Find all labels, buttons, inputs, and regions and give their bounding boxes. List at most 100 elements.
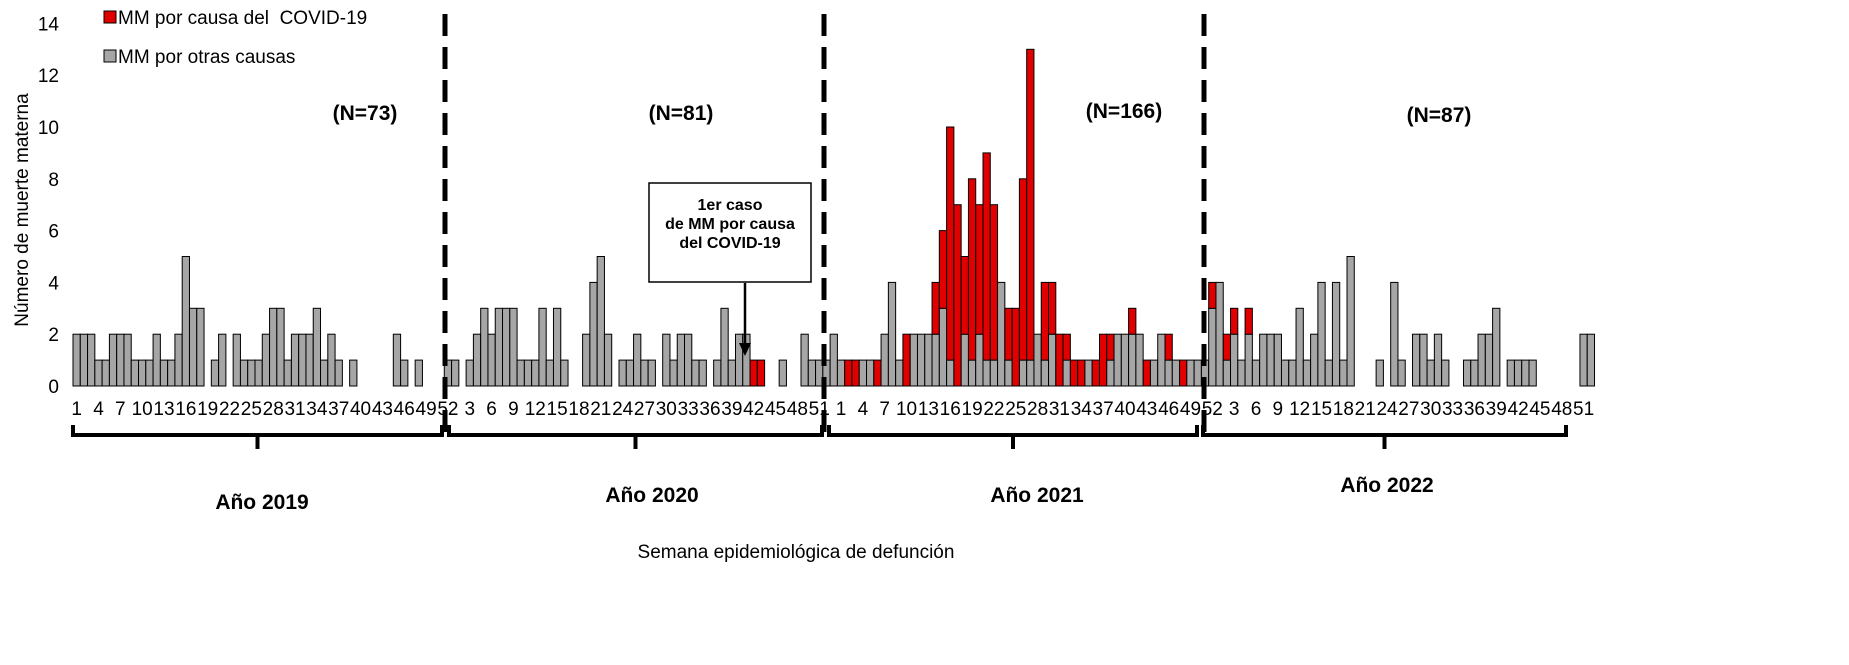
bar-other: [1135, 333, 1144, 387]
bar-other: [494, 307, 504, 387]
bar-other: [1295, 307, 1304, 387]
bar-other: [734, 333, 744, 387]
x-tick-label: 34: [1071, 399, 1093, 420]
bar-other: [451, 359, 460, 387]
n-labels: (N=73) (N=81) (N=166) (N=87): [333, 100, 1472, 127]
x-tick-label: 30: [1420, 399, 1441, 420]
x-tick-label: 13: [918, 399, 939, 420]
bar-other: [1222, 359, 1232, 387]
bar-other: [1288, 359, 1297, 387]
annotation: 1er caso de MM por causa del COVID-19: [648, 182, 812, 356]
bar-covid: [1106, 333, 1115, 361]
bar-other: [72, 333, 81, 387]
bar-other: [87, 333, 96, 387]
bar-other: [269, 307, 278, 387]
bar-covid: [1222, 333, 1232, 361]
bar-covid: [1244, 307, 1253, 335]
bar-other: [538, 307, 547, 387]
bar-other: [938, 307, 948, 387]
bar-other: [152, 333, 161, 387]
x-tick-label: 48: [787, 399, 808, 420]
x-tick-label: 36: [1464, 399, 1485, 420]
x-tick-label: 42: [743, 399, 764, 420]
x-tick-label: 1: [71, 399, 82, 420]
x-tick-label: 21: [1355, 399, 1376, 420]
bar-other: [94, 359, 103, 387]
y-tick-label: 6: [48, 222, 59, 243]
x-tick-label: 6: [486, 399, 497, 420]
y-tick-label: 14: [38, 14, 60, 35]
bar-other: [1164, 359, 1173, 387]
bar-other: [261, 333, 271, 387]
bar-other: [1186, 359, 1195, 387]
bar-covid: [931, 281, 940, 335]
bar-other: [210, 359, 220, 387]
bar-covid: [1208, 281, 1217, 309]
bar-covid: [1230, 307, 1239, 335]
bar-covid: [873, 359, 882, 387]
x-tick-label: 43: [372, 399, 393, 420]
bar-other: [866, 359, 875, 387]
x-tick-label: 36: [699, 399, 720, 420]
x-tick-label: 49: [1180, 399, 1201, 420]
bars: [72, 48, 1596, 387]
n-label: (N=166): [1086, 100, 1162, 123]
x-tick-label: 48: [1551, 399, 1572, 420]
bar-other: [392, 333, 402, 387]
bar-other: [807, 359, 817, 387]
bar-other: [1033, 333, 1042, 387]
annotation-line-3: del COVID-19: [679, 235, 780, 252]
bar-other: [1331, 281, 1341, 387]
legend: MM por causa del COVID-19 MM por otras c…: [103, 8, 367, 68]
bar-other: [138, 359, 147, 387]
bar-other: [1280, 359, 1290, 387]
bar-other: [924, 333, 933, 387]
bar-other: [800, 333, 809, 387]
x-tick-label: 6: [1251, 399, 1262, 420]
x-tick-label: 19: [197, 399, 218, 420]
bar-other: [931, 333, 940, 387]
bar-covid: [1179, 359, 1188, 387]
year-braces: [71, 425, 1568, 449]
bar-other: [895, 359, 904, 387]
bar-other: [1251, 359, 1261, 387]
x-tick-label: 3: [464, 399, 475, 420]
bar-other: [1441, 359, 1450, 387]
x-tick-label: 16: [940, 399, 961, 420]
bar-other: [502, 307, 511, 387]
bar-other: [116, 333, 125, 387]
bar-covid: [1164, 333, 1173, 361]
x-tick-label: 46: [394, 399, 415, 420]
x-tick-label: 34: [306, 399, 328, 420]
bar-other: [1579, 333, 1588, 387]
bar-other: [698, 359, 707, 387]
bar-covid: [1098, 333, 1108, 387]
x-tick-label: 28: [263, 399, 284, 420]
bar-other: [582, 333, 591, 387]
bar-other: [647, 359, 656, 387]
bar-other: [1528, 359, 1537, 387]
x-tick-label: 39: [1486, 399, 1507, 420]
x-tick-label: 31: [284, 399, 305, 420]
x-tick-label: 37: [328, 399, 349, 420]
x-tick-label: 27: [1398, 399, 1419, 420]
bar-other: [487, 333, 496, 387]
bar-other: [320, 359, 329, 387]
bar-other: [298, 333, 307, 387]
bar-other: [603, 333, 613, 387]
x-tick-label: 22: [219, 399, 240, 420]
x-tick-label: 24: [1376, 399, 1398, 420]
x-tick-label: 9: [1273, 399, 1284, 420]
bar-other: [1477, 333, 1486, 387]
bar-other: [1419, 333, 1428, 387]
year-label: Año 2020: [605, 484, 698, 507]
bar-other: [836, 359, 846, 387]
bar-other: [167, 359, 176, 387]
bar-other: [691, 359, 700, 387]
bar-other: [1004, 359, 1013, 387]
bar-covid: [1018, 178, 1028, 361]
bar-other: [829, 333, 838, 387]
bar-other: [174, 333, 183, 387]
bar-other: [880, 333, 889, 387]
bar-covid: [1040, 281, 1050, 361]
